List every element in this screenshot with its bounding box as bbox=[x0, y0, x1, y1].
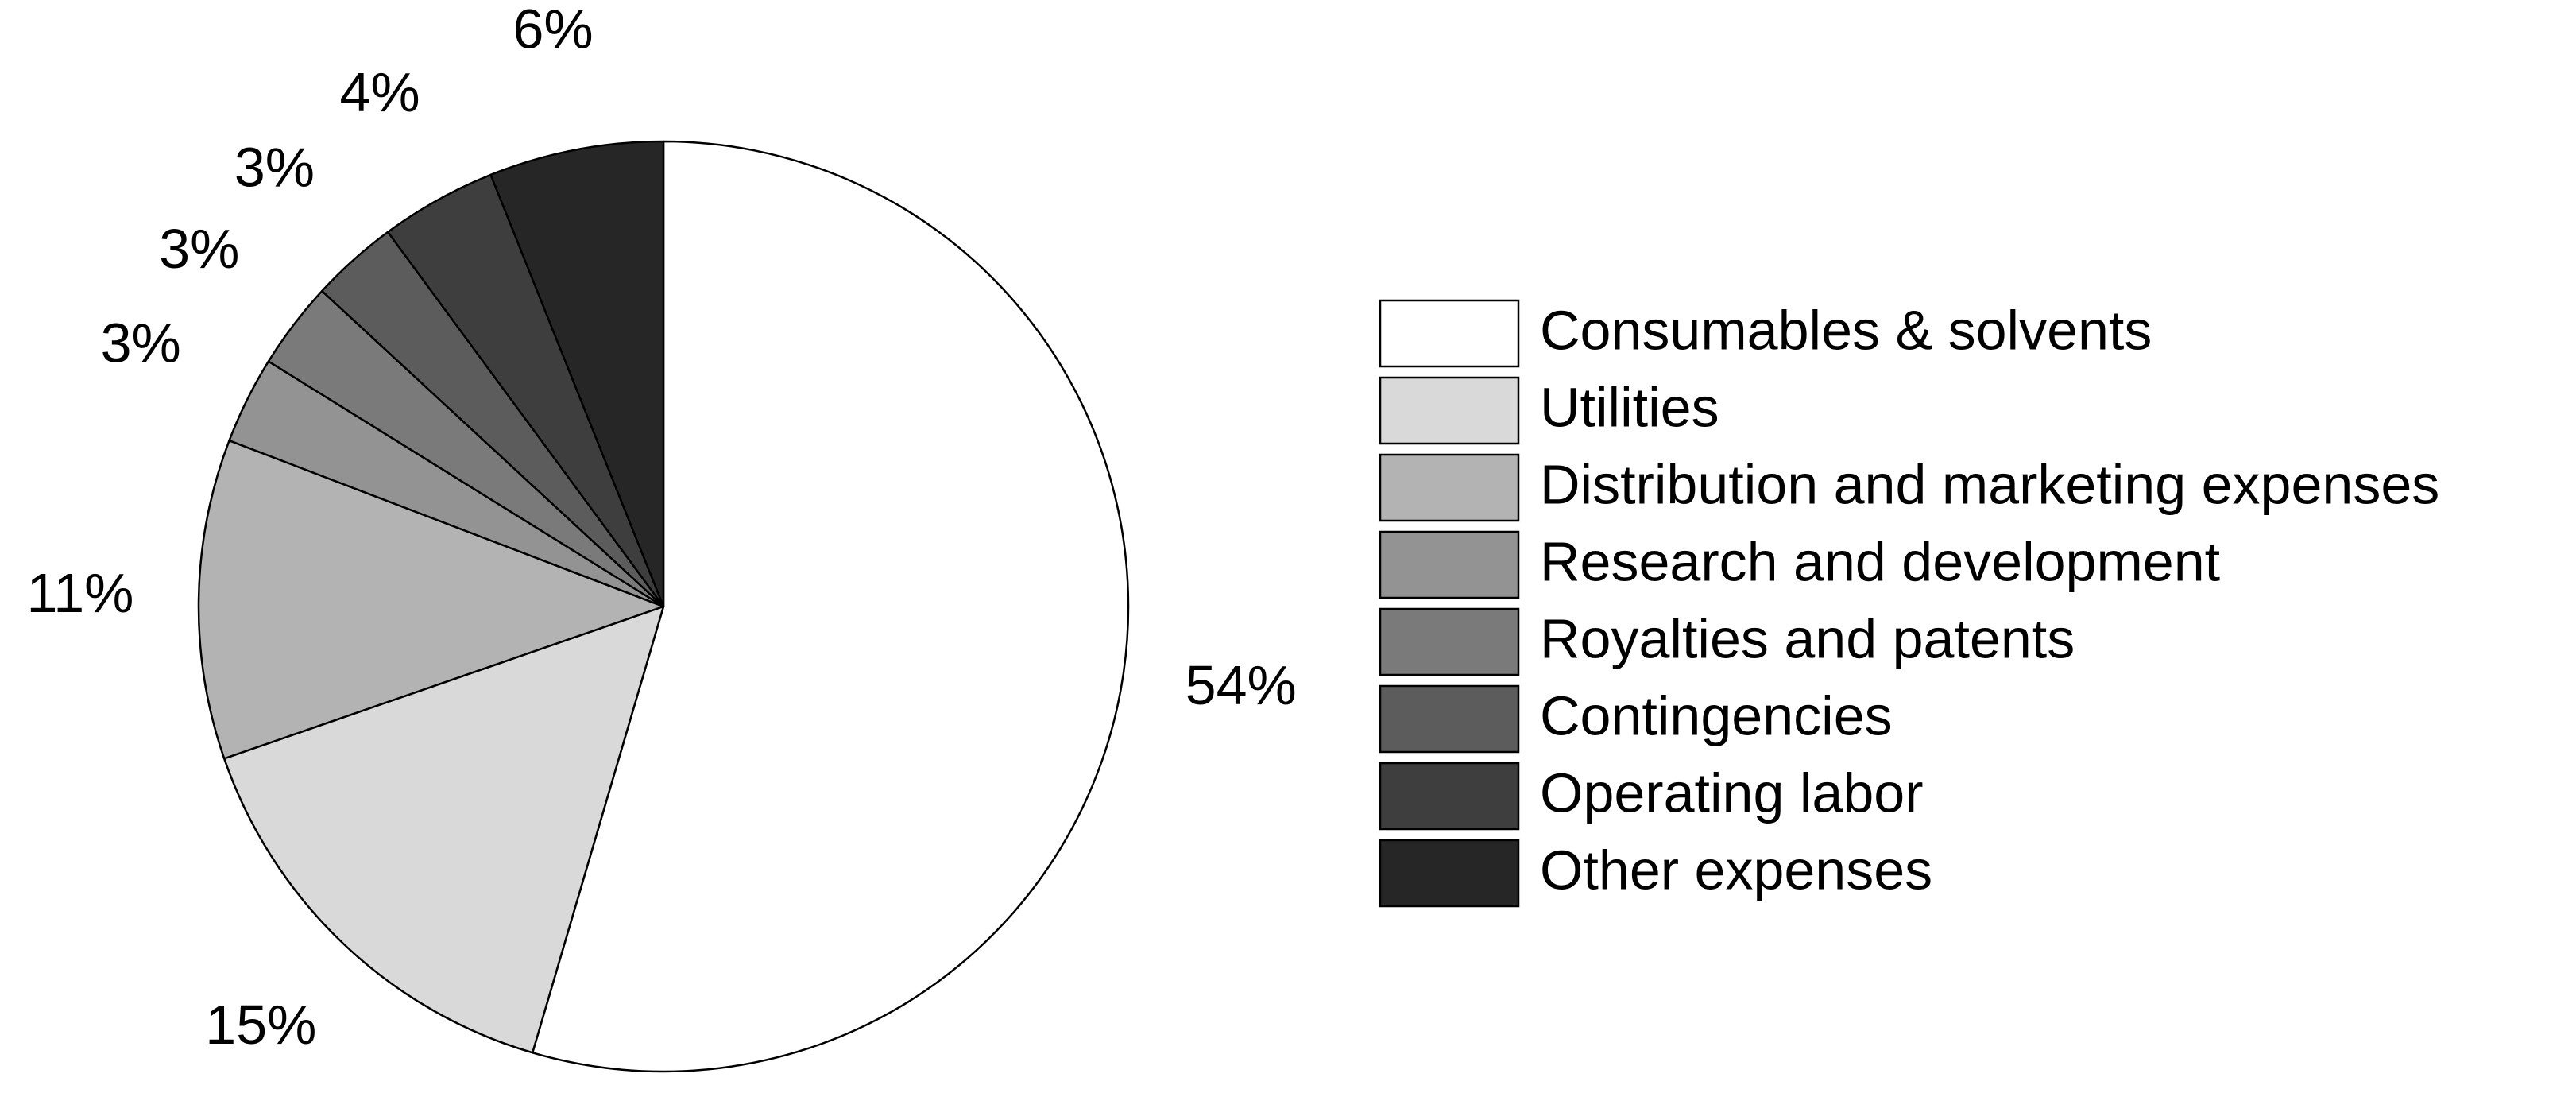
pie-slice bbox=[489, 140, 665, 608]
slice-label: 15% bbox=[205, 994, 316, 1056]
slice-label: 3% bbox=[101, 312, 181, 374]
legend-label: Contingencies bbox=[1540, 684, 1893, 746]
slice-label: 3% bbox=[159, 218, 239, 280]
legend-swatch bbox=[1379, 299, 1520, 368]
pie-slice bbox=[222, 605, 665, 1054]
legend-swatch bbox=[1379, 684, 1520, 754]
slice-label: 54% bbox=[1186, 654, 1297, 716]
legend-label: Utilities bbox=[1540, 376, 1719, 438]
slice-label: 11% bbox=[26, 562, 133, 624]
legend-label: Consumables & solvents bbox=[1540, 299, 2152, 361]
pie-slice bbox=[531, 140, 1130, 1073]
legend-swatch bbox=[1379, 762, 1520, 831]
pie-slice bbox=[197, 439, 665, 760]
legend-label: Distribution and marketing expenses bbox=[1540, 453, 2439, 515]
slice-label: 3% bbox=[234, 136, 315, 198]
legend-swatch bbox=[1379, 376, 1520, 445]
legend-swatch bbox=[1379, 607, 1520, 676]
legend-label: Operating labor bbox=[1540, 762, 1924, 824]
slice-label: 4% bbox=[339, 61, 420, 123]
slice-label: 6% bbox=[512, 0, 593, 60]
legend-label: Royalties and patents bbox=[1540, 607, 2075, 669]
legend-label: Other expenses bbox=[1540, 839, 1932, 901]
legend-swatch bbox=[1379, 839, 1520, 908]
legend-swatch bbox=[1379, 453, 1520, 522]
legend-label: Research and development bbox=[1540, 530, 2220, 592]
legend-swatch bbox=[1379, 530, 1520, 599]
